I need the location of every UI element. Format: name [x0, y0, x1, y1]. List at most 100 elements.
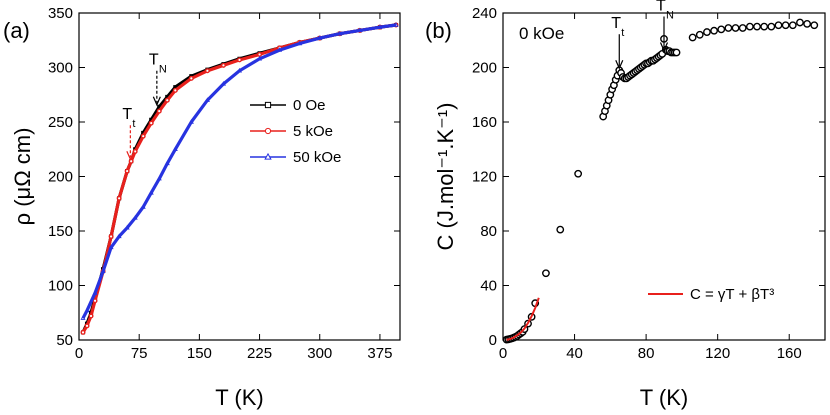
data-point: [724, 24, 733, 32]
data-point: [277, 47, 283, 52]
data-point: [760, 22, 769, 31]
x-tick-label: 160: [777, 345, 802, 362]
annotation-t: Tt: [122, 106, 135, 161]
panel-title: 0 kOe: [519, 24, 564, 43]
data-point: [140, 204, 146, 209]
data-point: [156, 175, 162, 181]
data-point: [80, 329, 86, 335]
data-point: [767, 22, 776, 31]
data-point: [297, 40, 303, 46]
data-point: [257, 55, 263, 61]
y-tick-label: 40: [480, 278, 497, 295]
data-point: [132, 215, 138, 220]
annotation-N: TN: [149, 52, 167, 107]
data-point: [172, 87, 178, 93]
data-point: [128, 158, 134, 164]
data-point: [357, 27, 363, 33]
y-tick-label: 350: [48, 5, 73, 22]
data-point: [810, 21, 819, 30]
series-50 kOe: [80, 22, 399, 320]
panel-a: 0 75 150 225 300 375 50 100 150 200 250 300 350 T (K)…: [3, 5, 401, 410]
data-point: [317, 35, 323, 40]
data-point: [92, 290, 98, 295]
legend-label: 5 kOe: [293, 123, 333, 140]
panel-label: (a): [3, 18, 30, 43]
data-point: [731, 24, 740, 32]
legend-item: 0 Oe: [250, 97, 326, 114]
data-point: [80, 315, 86, 320]
x-tick-label: 80: [638, 345, 655, 362]
x-tick-label: 225: [247, 345, 272, 362]
legend-label: C = γT + βT³: [690, 286, 774, 303]
data-point: [140, 133, 146, 139]
plot-frame: [502, 12, 826, 341]
legend-marker: [264, 152, 272, 160]
legend-item: 5 kOe: [250, 123, 333, 140]
x-tick-label: 150: [187, 345, 212, 362]
data-point: [236, 67, 243, 73]
data-point: [188, 119, 194, 124]
x-tick-label: 120: [705, 345, 730, 362]
series-line: [81, 23, 397, 319]
annotation-label: T: [656, 0, 666, 15]
annotation-label: T: [149, 52, 159, 69]
annotation-subscript: N: [666, 10, 674, 22]
x-tick-label: 75: [131, 345, 148, 362]
y-axis-title: C (J.mol⁻¹.K⁻¹): [433, 103, 458, 251]
y-axis-title: ρ (μΩ cm): [10, 128, 35, 226]
data-point: [188, 75, 194, 81]
data-point: [172, 146, 178, 151]
data-point: [84, 323, 90, 329]
y-tick-label: 200: [48, 169, 73, 186]
data-point: [788, 21, 797, 30]
data-point: [100, 268, 106, 274]
panel-b: 0 40 80 120 160 0 40 80 120 160 200 240 T (K) C (J.mo…: [425, 0, 826, 410]
y-tick-label: 200: [472, 60, 497, 77]
y-tick-label: 50: [56, 332, 73, 349]
annotation-t: Tt: [611, 15, 624, 70]
annotation-label: T: [611, 15, 621, 32]
legend-label: 0 Oe: [293, 97, 326, 114]
data-point: [108, 244, 114, 250]
y-tick-label: 300: [48, 60, 73, 77]
data-point: [672, 48, 681, 57]
y-tick-label: 80: [480, 223, 497, 240]
legend-marker: [264, 127, 272, 135]
y-tick-label: 150: [48, 223, 73, 240]
arrow-head-icon: [126, 150, 135, 161]
data-point: [108, 233, 114, 239]
data-point: [220, 80, 226, 86]
annotation-subscript: N: [159, 64, 167, 76]
data-point: [695, 30, 704, 39]
legend-item: 50 kOe: [250, 149, 341, 166]
series-line: [506, 297, 540, 341]
annotation-subscript: t: [132, 118, 135, 130]
arrow-head-icon: [615, 59, 624, 70]
x-tick-label: 375: [367, 345, 392, 362]
data-point: [337, 30, 343, 36]
legend-item: C = γT + βT³: [648, 286, 774, 303]
y-tick-label: 0: [489, 332, 497, 349]
panel-label: (b): [425, 18, 452, 43]
data-point: [124, 224, 130, 230]
data-point: [781, 21, 790, 30]
data-point: [542, 269, 550, 278]
data-point: [204, 68, 210, 74]
y-tick-label: 160: [472, 114, 497, 131]
data-point: [688, 33, 697, 42]
data-point: [556, 225, 565, 234]
data-point: [377, 24, 383, 29]
data-point: [574, 169, 583, 178]
data-point: [753, 22, 761, 31]
data-point: [164, 97, 170, 103]
data-point: [738, 24, 747, 32]
data-point: [220, 62, 226, 68]
y-tick-label: 240: [472, 5, 497, 22]
y-tick-label: 100: [48, 278, 73, 295]
data-point: [164, 160, 170, 166]
legend-marker: [264, 101, 272, 109]
x-axis-title: T (K): [640, 385, 688, 410]
annotation-label: T: [122, 106, 132, 123]
data-point: [257, 51, 263, 57]
